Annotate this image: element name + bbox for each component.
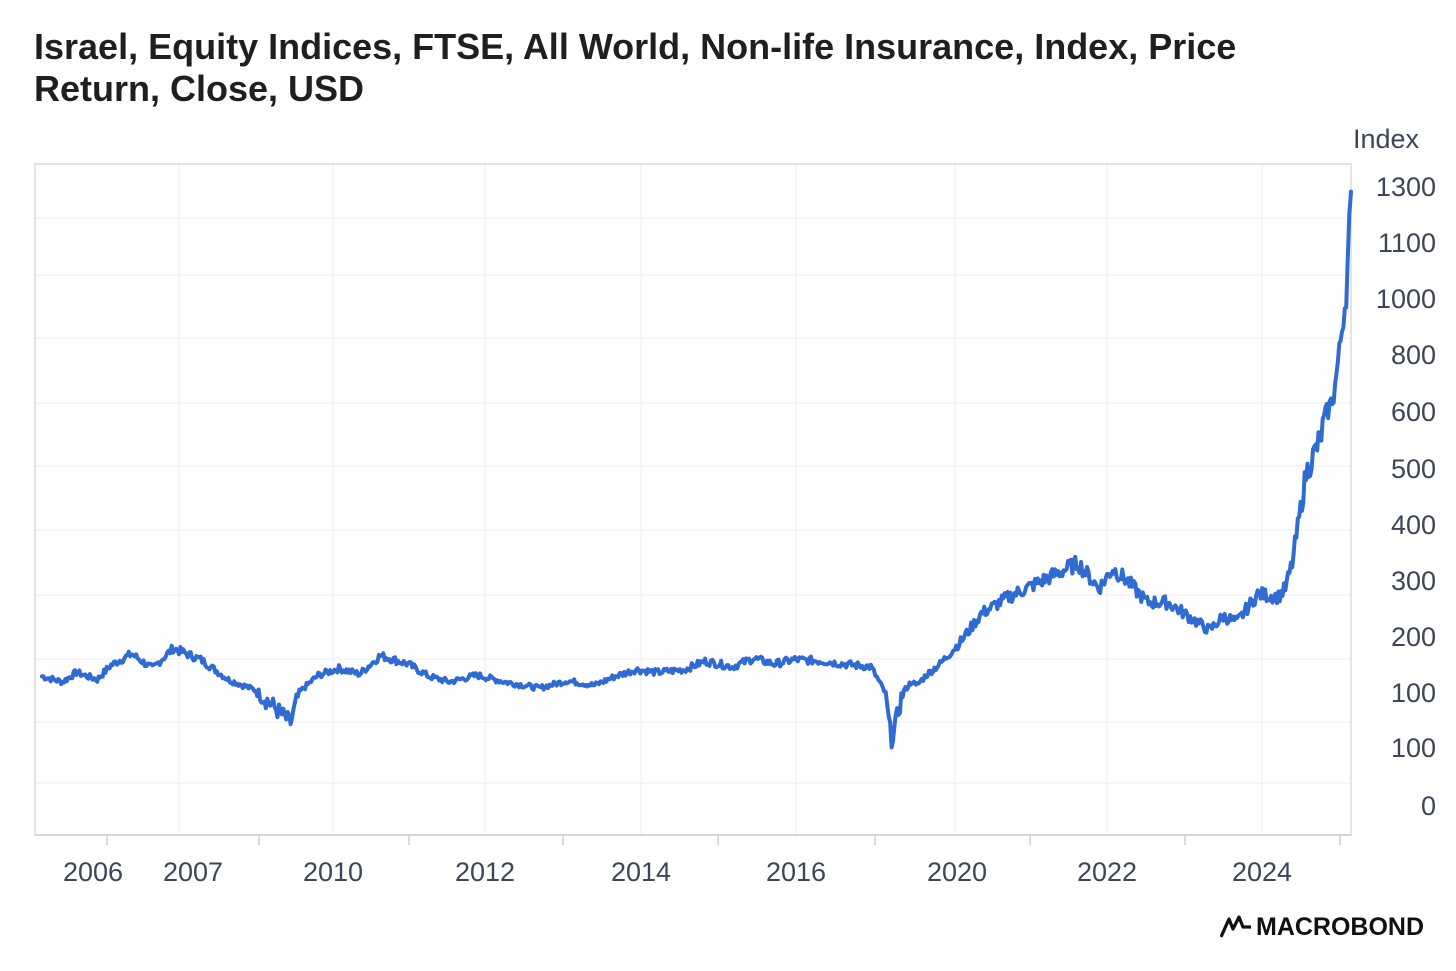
x-tick-label: 2022 [1077, 857, 1137, 887]
y-tick-label: 500 [1391, 454, 1436, 484]
title-line-2: Return, Close, USD [34, 68, 365, 109]
y-tick-label: 100 [1391, 733, 1436, 763]
y-tick-label: 300 [1391, 566, 1436, 596]
title-line-1: Israel, Equity Indices, FTSE, All World,… [34, 26, 1237, 67]
x-tick-label: 2014 [611, 857, 671, 887]
x-tick-label: 2010 [303, 857, 363, 887]
y-tick-label: 1300 [1376, 172, 1436, 202]
macrobond-wordmark: MACROBOND [1256, 912, 1425, 941]
grid-lines [35, 164, 1351, 835]
y-tick-label: 400 [1391, 510, 1436, 540]
y-tick-label: 100 [1391, 678, 1436, 708]
x-tick-label: 2006 [63, 857, 123, 887]
chart-title: Israel, Equity Indices, FTSE, All World,… [34, 26, 1354, 110]
y-tick-label: 0 [1421, 791, 1436, 821]
series-line [39, 189, 1353, 750]
macrobond-mark-icon [1220, 915, 1251, 938]
x-tick-label: 2007 [163, 857, 223, 887]
y-tick-label: 1100 [1378, 228, 1436, 258]
x-tick-label: 2016 [766, 857, 826, 887]
x-tick-label: 2024 [1232, 857, 1292, 887]
x-tick-label: 2020 [927, 857, 987, 887]
y-axis-title: Index [1353, 124, 1420, 154]
x-axis-ticks: 2006 2007 2010 2012 2014 2016 2020 2022 2024 [63, 835, 1341, 887]
plot-frame [34, 163, 1352, 836]
y-tick-label: 200 [1391, 622, 1436, 652]
y-tick-label: 600 [1391, 397, 1436, 427]
x-tick-label: 2012 [455, 857, 515, 887]
y-axis-ticks: 0 100 100 200 300 400 500 600 800 1000 1100 1300 [1376, 172, 1436, 821]
y-tick-label: 800 [1391, 340, 1436, 370]
macrobond-logo: MACROBOND [1220, 910, 1424, 944]
y-tick-label: 1000 [1376, 284, 1436, 314]
